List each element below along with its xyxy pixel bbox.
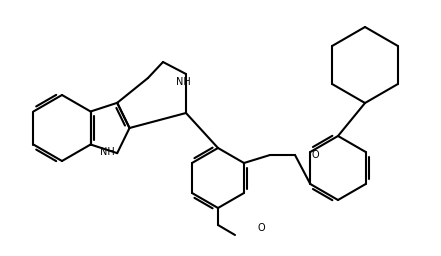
Text: O: O xyxy=(257,223,265,233)
Text: NH: NH xyxy=(176,77,191,87)
Text: NH: NH xyxy=(100,147,114,157)
Text: O: O xyxy=(311,150,319,160)
